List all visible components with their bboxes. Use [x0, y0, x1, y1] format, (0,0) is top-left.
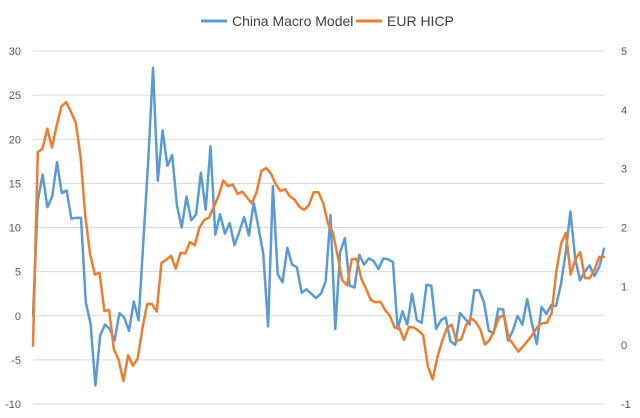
left-tick-label: 5 [15, 267, 21, 279]
left-tick-label: 15 [9, 178, 21, 190]
left-tick-label: 10 [9, 223, 21, 235]
left-tick-label: 20 [9, 134, 21, 146]
left-tick-label: -10 [5, 399, 21, 411]
series-line-china-macro-model [31, 66, 606, 387]
series-layer [31, 66, 606, 387]
legend-label-eur-hicp: EUR HICP [387, 13, 454, 29]
right-tick-label: 5 [621, 46, 627, 58]
right-tick-label: -1 [621, 399, 631, 411]
right-tick-label: 0 [621, 340, 627, 352]
legend-item-china-macro-model: China Macro Model [201, 13, 353, 29]
left-tick-label: 25 [9, 90, 21, 102]
legend-item-eur-hicp: EUR HICP [356, 13, 454, 29]
legend: China Macro Model EUR HICP [201, 13, 454, 29]
right-tick-label: 1 [621, 281, 627, 293]
right-axis-tick-labels: -1 0 1 2 3 4 5 [621, 46, 631, 411]
right-tick-label: 2 [621, 223, 627, 235]
left-axis-tick-labels: -10 -5 0 5 10 15 20 25 30 [5, 46, 21, 411]
series-line-eur-hicp [31, 100, 606, 383]
right-tick-label: 3 [621, 164, 627, 176]
legend-label-china-macro-model: China Macro Model [232, 13, 353, 29]
right-tick-label: 4 [621, 105, 627, 117]
left-tick-label: -5 [11, 355, 21, 367]
left-tick-label: 0 [15, 311, 21, 323]
left-tick-label: 30 [9, 46, 21, 58]
